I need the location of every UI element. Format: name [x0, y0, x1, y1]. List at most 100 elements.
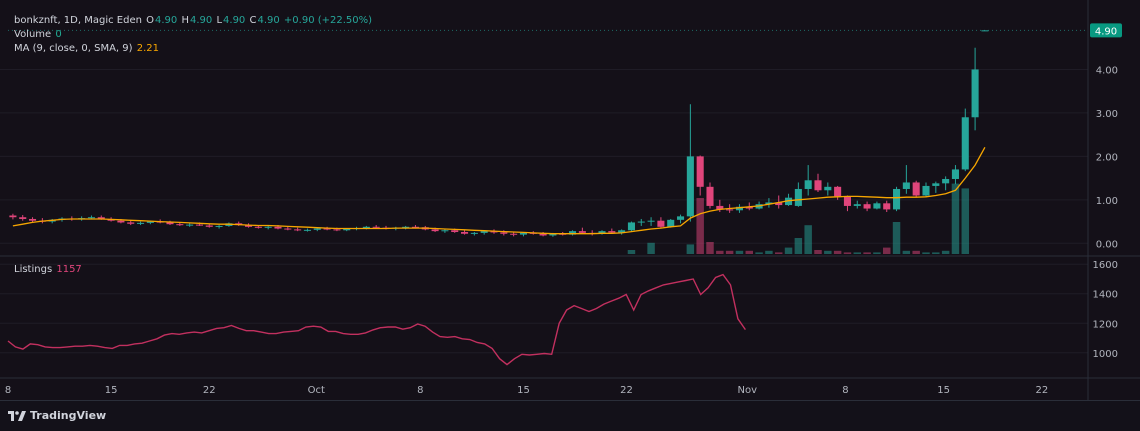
candle-body [843, 196, 851, 206]
volume-bar [794, 238, 803, 254]
candle-body [637, 221, 645, 223]
time-axis-label: Nov [738, 385, 758, 396]
candle-body [598, 231, 606, 234]
candle-body [922, 185, 930, 196]
listings-legend: Listings 1157 [14, 263, 83, 276]
candle-body [146, 221, 154, 223]
candle-body [745, 206, 753, 209]
time-axis-label: 22 [1035, 385, 1048, 396]
candle-body [9, 215, 17, 218]
tradingview-logo[interactable]: TradingView [8, 409, 106, 422]
candle-body [539, 233, 547, 236]
ma-layer [12, 146, 986, 235]
candle-body [274, 226, 282, 229]
candle-body [942, 178, 950, 184]
volume-bar [735, 250, 744, 254]
time-axis-label: 15 [105, 385, 118, 396]
listings-line [7, 273, 746, 366]
candle-body [431, 229, 439, 232]
candle-body [29, 218, 37, 221]
candle-body [932, 183, 940, 186]
candle-body [578, 231, 586, 233]
time-axis-label: 8 [5, 385, 11, 396]
volume-bar [892, 222, 901, 254]
candle-body [912, 182, 920, 196]
candle-body [117, 220, 125, 223]
candle-body [569, 231, 577, 235]
candle-body [176, 224, 184, 226]
candle-body [519, 232, 527, 235]
price-axis-label: 4.00 [1096, 65, 1118, 76]
volume-bar [647, 242, 655, 254]
candle-body [264, 226, 272, 228]
candle-body [19, 217, 27, 219]
candle-body [893, 188, 901, 210]
volume-bar [902, 250, 911, 254]
volume-bar [882, 247, 891, 254]
volume-bar [755, 252, 763, 254]
ma-value: 2.21 [136, 43, 159, 54]
listings-axis-label: 1000 [1093, 349, 1118, 360]
candle-body [470, 232, 478, 234]
candle-body [677, 216, 685, 220]
volume-bar [774, 252, 783, 254]
candle-body [195, 224, 203, 226]
volume-bar [863, 252, 871, 254]
candle-body [863, 204, 871, 209]
volume-bar [843, 252, 852, 254]
candle-body [726, 209, 734, 211]
volume-bar [941, 250, 950, 254]
candle-body [215, 225, 223, 227]
candle-body [323, 228, 331, 230]
candle-body [284, 228, 292, 230]
current-price-badge-label: 4.90 [1095, 26, 1117, 37]
candle-body [706, 186, 714, 206]
footer-bar: TradingView [0, 400, 1140, 431]
candle-body [824, 186, 832, 191]
candle-body [794, 188, 802, 206]
candle-body [902, 182, 910, 189]
candle-body [127, 222, 135, 224]
candle-body [657, 220, 665, 227]
candle-body [834, 186, 842, 197]
volume-bar [745, 250, 754, 254]
time-axis-label: 22 [203, 385, 216, 396]
candle-body [313, 228, 321, 230]
volume-value: 0 [55, 29, 62, 40]
change-value: +0.90 (+22.50%) [283, 15, 373, 26]
candle-body [785, 197, 793, 206]
candle-body [166, 222, 174, 225]
candle-body [647, 220, 655, 222]
candle-body [814, 180, 822, 191]
candle-body [500, 232, 508, 234]
candle-body [686, 156, 694, 217]
candle-body [765, 202, 773, 205]
candle-body [254, 226, 262, 228]
ma-legend: MA (9, close, 0, SMA, 9) 2.21 [14, 42, 160, 55]
candle-body [362, 226, 370, 229]
high-label: H [181, 15, 189, 26]
time-axis-label: 8 [842, 385, 848, 396]
candle-body [411, 226, 419, 228]
candle-body [735, 206, 743, 211]
candle-body [97, 217, 105, 219]
ma-label: MA (9, close, 0, SMA, 9) [14, 43, 133, 54]
low-label: L [216, 15, 223, 26]
candle-body [627, 222, 635, 231]
candle-body [961, 117, 969, 170]
price-chart-svg[interactable]: 0.00 1.00 2.00 3.00 4.00 1000 1200 1400 1600 4.90… [0, 0, 1140, 400]
chart-area[interactable]: 0.00 1.00 2.00 3.00 4.00 1000 1200 1400 1600 4.90… [0, 0, 1140, 400]
candle-body [137, 222, 145, 224]
candle-body [775, 202, 783, 206]
listings-axis-label: 1600 [1093, 260, 1118, 271]
volume-bar [814, 250, 822, 254]
candle-body [510, 233, 518, 235]
candle-body [294, 229, 302, 231]
candle-body [461, 232, 469, 234]
price-axis-label: 2.00 [1096, 152, 1118, 163]
candle-body [480, 231, 488, 233]
listings-label: Listings [14, 264, 53, 275]
candle-body [804, 180, 812, 189]
candle-body [873, 203, 881, 209]
close-value: 4.90 [257, 15, 280, 26]
